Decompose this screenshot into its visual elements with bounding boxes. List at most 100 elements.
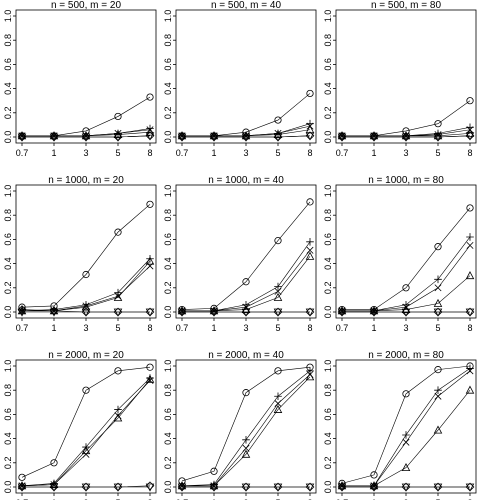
y-tick-label: 0.4 — [323, 257, 333, 270]
panel-3: n = 500, m = 80 0.0 0.2 0.4 0.6 0.8 1.0 0.7 1 3 5 8 — [323, 0, 477, 158]
diamond-point — [49, 306, 59, 316]
triangle-down-point — [465, 483, 475, 492]
triangle-down-point — [177, 483, 187, 492]
circle-point — [434, 243, 442, 251]
circle-point — [466, 97, 474, 105]
triangle-down-point — [49, 133, 59, 142]
triangle-point — [401, 462, 411, 472]
series-triangle-down — [337, 308, 475, 317]
y-tick-label: 0.8 — [323, 384, 333, 397]
triangle-down-point — [17, 483, 27, 492]
plus-point — [274, 282, 282, 291]
series-line — [182, 129, 311, 137]
y-tick-label: 0.0 — [3, 306, 13, 319]
circle-point — [242, 278, 250, 286]
panel-frame — [15, 9, 157, 144]
x-tick-label: 3 — [403, 323, 408, 333]
y-tick-label: 0.2 — [3, 107, 13, 120]
y-tick-label: 0.8 — [163, 34, 173, 47]
x-tick-label: 1 — [211, 148, 216, 158]
y-tick-label: 1.0 — [163, 360, 173, 373]
triangle-down-point — [177, 133, 187, 142]
panel-5: n = 1000, m = 40 0.0 0.2 0.4 0.6 0.8 1.0 0.7 1 3 5… — [163, 175, 317, 333]
series-triangle-down — [177, 308, 315, 317]
series-line — [21, 377, 151, 487]
x-tick-label: 1 — [51, 323, 56, 333]
circle-point — [466, 204, 474, 212]
series-line — [22, 260, 151, 312]
y-tick-label: 1.0 — [163, 185, 173, 198]
plus-point — [114, 288, 122, 297]
triangle-down-point — [241, 483, 251, 492]
y-tick-label: 0.6 — [323, 58, 333, 71]
plus-point — [306, 238, 314, 246]
triangle-down-point — [145, 132, 155, 141]
x-tick-label: 5 — [435, 498, 440, 500]
triangle-down-point — [369, 483, 379, 492]
circle-point — [274, 116, 282, 124]
circle-point — [434, 120, 442, 128]
triangle-down-point — [433, 308, 443, 317]
panel-title: n = 2000, m = 80 — [368, 350, 444, 361]
series-plus — [178, 367, 314, 490]
series-line — [21, 366, 151, 478]
y-tick-label: 0.6 — [163, 58, 173, 71]
triangle-down-point — [209, 133, 219, 142]
series-circle — [178, 198, 314, 314]
x-tick-label: 8 — [147, 498, 152, 500]
plus-point — [274, 392, 282, 401]
circle-point — [434, 366, 442, 374]
panel-2: n = 500, m = 40 0.0 0.2 0.4 0.6 0.8 1.0 0.7 1 3 5 8 — [163, 0, 317, 158]
x-tick-label: 3 — [243, 498, 248, 500]
triangle-down-point — [337, 308, 347, 317]
panel-frame — [15, 184, 157, 319]
series-triangle-down — [337, 132, 475, 142]
y-tick-label: 0.2 — [163, 282, 173, 295]
series-line — [342, 133, 471, 137]
x-tick-label: 1 — [211, 323, 216, 333]
x-tick-label: 5 — [275, 148, 280, 158]
panel-frame — [335, 9, 477, 144]
panel-7: n = 2000, m = 20 0.0 0.2 0.4 0.6 0.8 1.0 0.7 1 3 5… — [3, 350, 157, 500]
triangle-down-point — [81, 308, 91, 317]
series-line — [342, 135, 471, 138]
series-triangle — [17, 374, 155, 490]
x-tick-label: 8 — [147, 148, 152, 158]
series-line — [181, 366, 311, 482]
x-tick-label: 8 — [147, 323, 152, 333]
triangle-down-point — [273, 308, 283, 317]
plus-point — [242, 436, 250, 444]
circle-point — [82, 386, 90, 394]
series-triangle-down — [177, 483, 315, 492]
triangle-down-point — [209, 308, 219, 317]
triangle-down-point — [337, 133, 347, 142]
triangle-point — [49, 306, 59, 315]
x-tick-label: 5 — [115, 498, 120, 500]
triangle-point — [465, 385, 475, 394]
x-tick-label: 1 — [371, 498, 376, 500]
panel-frame — [15, 359, 157, 494]
triangle-down-point — [113, 483, 123, 492]
x-tick-label: 0.7 — [16, 323, 29, 333]
series-line — [342, 100, 471, 137]
panel-title: n = 1000, m = 20 — [48, 175, 124, 186]
y-tick-label: 0.4 — [163, 257, 173, 270]
cross-point — [434, 284, 442, 292]
x-tick-label: 8 — [467, 498, 472, 500]
triangle-point — [113, 413, 123, 422]
series-line — [21, 380, 151, 487]
panel-title: n = 1000, m = 40 — [208, 175, 284, 186]
x-tick-label: 0.7 — [176, 498, 189, 500]
series-triangle-down — [337, 483, 475, 492]
triangle-down-point — [81, 133, 91, 142]
panel-title: n = 2000, m = 20 — [48, 350, 124, 361]
x-tick-label: 3 — [243, 148, 248, 158]
x-tick-label: 3 — [83, 498, 88, 500]
triangle-down-point — [401, 308, 411, 317]
cross-point — [306, 246, 314, 254]
y-tick-label: 1.0 — [3, 360, 13, 373]
cross-point — [466, 367, 474, 375]
series-triangle-down — [17, 132, 155, 142]
series-diamond — [17, 481, 155, 492]
